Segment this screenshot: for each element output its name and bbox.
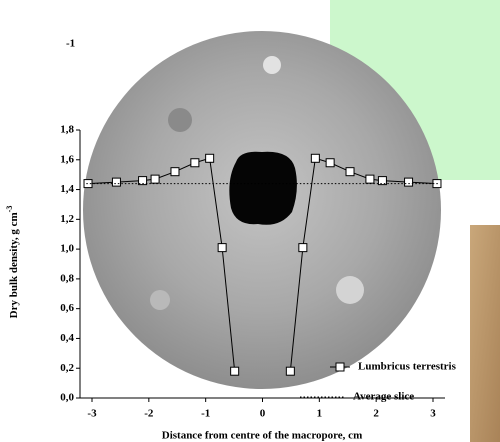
data-point: [405, 178, 413, 186]
data-point: [366, 175, 374, 183]
data-point: [286, 367, 294, 375]
y-tick-label: 0,0: [60, 392, 74, 404]
data-point: [231, 367, 239, 375]
legend-marker: [336, 363, 344, 371]
x-tick-label: -3: [87, 408, 97, 420]
legend-label: Average slice: [353, 391, 414, 403]
corner-text: -1: [66, 38, 75, 50]
x-tick-label: 3: [430, 408, 436, 420]
ct-grain: [336, 276, 364, 304]
data-point: [171, 168, 179, 176]
ct-grain: [263, 56, 281, 74]
x-tick-label: 0: [260, 408, 266, 420]
data-point: [346, 168, 354, 176]
y-tick-label: 1,8: [60, 124, 74, 136]
ct-grain: [168, 108, 192, 132]
x-tick-label: -1: [201, 408, 210, 420]
data-point: [151, 175, 159, 183]
y-tick-label: 0,4: [60, 332, 74, 344]
x-tick-label: 1: [317, 408, 323, 420]
x-axis-label: Distance from centre of the macropore, c…: [162, 430, 362, 442]
soil-photo: [470, 225, 500, 442]
legend-label: Lumbricus terrestris: [358, 361, 457, 373]
x-tick-label: -2: [144, 408, 154, 420]
ct-grain: [150, 290, 170, 310]
data-point: [311, 154, 319, 162]
data-point: [112, 178, 120, 186]
y-tick-label: 1,2: [60, 213, 74, 225]
y-tick-label: 0,6: [60, 302, 74, 314]
x-tick-label: 2: [373, 408, 379, 420]
y-tick-label: 1,4: [60, 183, 74, 195]
data-point: [326, 159, 334, 167]
y-tick-label: 0,2: [60, 362, 74, 374]
data-point: [218, 244, 226, 252]
macropore: [229, 152, 297, 225]
y-axis-label: Dry bulk density, g cm-3: [5, 206, 20, 319]
data-point: [191, 159, 199, 167]
data-point: [299, 244, 307, 252]
chart: -1 Distance from centre of the macropore…: [0, 0, 500, 442]
y-tick-label: 1,0: [60, 243, 74, 255]
y-tick-label: 1,6: [60, 153, 74, 165]
data-point: [206, 154, 214, 162]
y-tick-label: 0,8: [60, 272, 74, 284]
